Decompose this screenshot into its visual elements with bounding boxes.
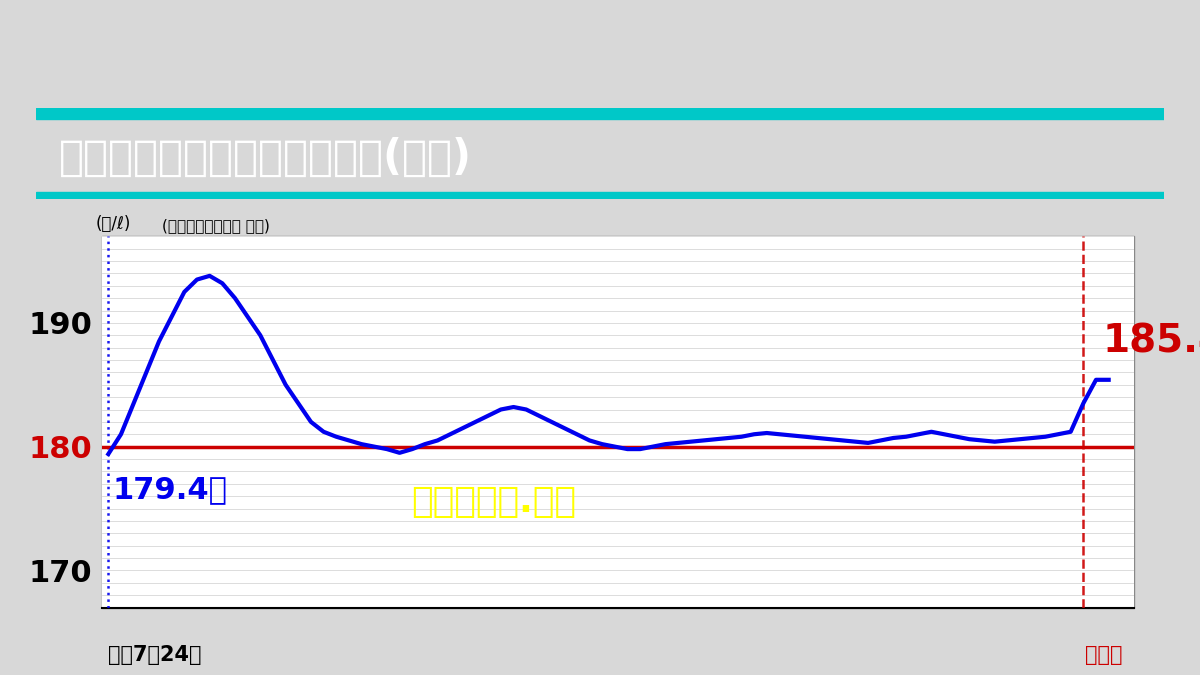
Text: きのう: きのう bbox=[1085, 645, 1123, 665]
Text: 去年7月24日: 去年7月24日 bbox=[108, 645, 202, 665]
Text: 前週比＋０.５円: 前週比＋０.５円 bbox=[410, 485, 576, 519]
Text: (石油情報センター 調べ): (石油情報センター 調べ) bbox=[162, 218, 270, 233]
Text: (円/ℓ): (円/ℓ) bbox=[96, 215, 131, 233]
Text: 179.4円: 179.4円 bbox=[112, 475, 227, 504]
Text: 185.4円: 185.4円 bbox=[1103, 323, 1200, 360]
Bar bbox=[36, 192, 1164, 199]
Text: レギュラーガソリン平均価格(県内): レギュラーガソリン平均価格(県内) bbox=[59, 137, 472, 179]
Bar bbox=[36, 108, 1164, 119]
